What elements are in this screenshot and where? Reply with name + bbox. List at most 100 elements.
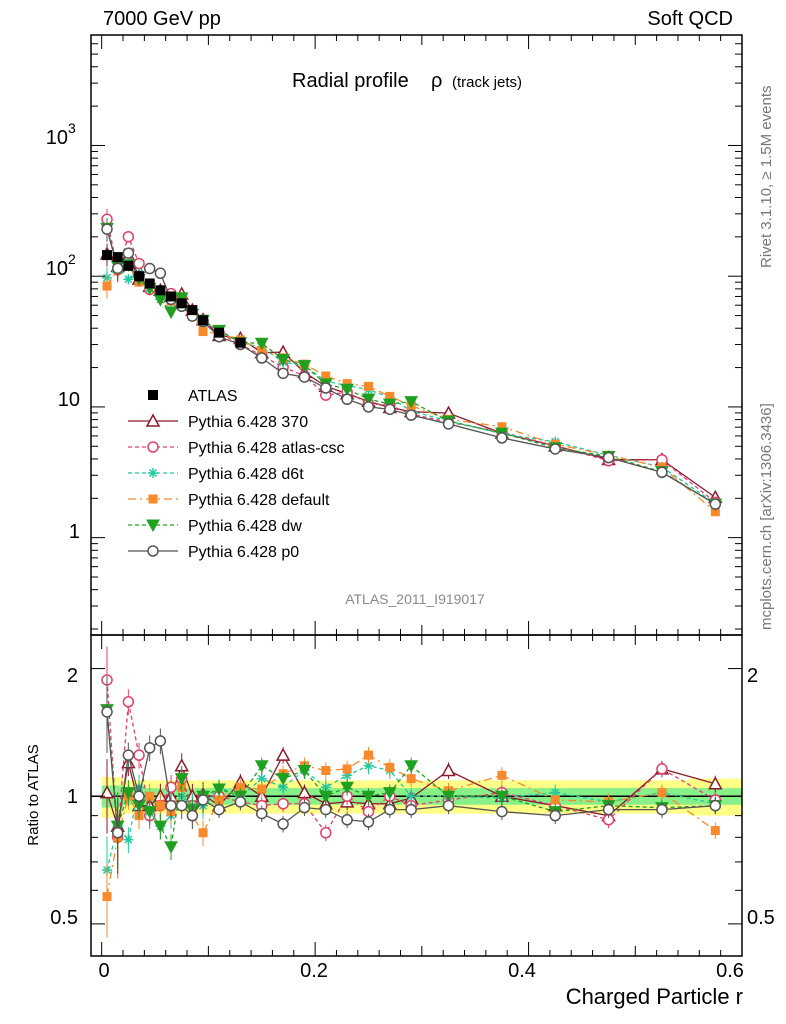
- legend-entry-dw: Pythia 6.428 dw: [128, 518, 302, 535]
- plot-title-main: Radial profile: [292, 70, 409, 92]
- ratio-ytick-label-left-1: 1: [67, 786, 78, 808]
- ratio-point-4-4: [142, 806, 157, 819]
- legend-label-dw: Pythia 6.428 dw: [188, 518, 302, 535]
- ratio-point-5-15: [320, 803, 332, 816]
- main-point-3-15: [321, 371, 331, 381]
- legend-marker-dw: [128, 519, 178, 533]
- xtick-label-0.6: 0.6: [716, 960, 744, 982]
- legend-marker-atlas-csc: [128, 441, 178, 453]
- series-layer: [99, 208, 723, 938]
- ratio-point-5-3: [133, 790, 145, 802]
- legend-entry-atlas-csc: Pythia 6.428 atlas-csc: [128, 440, 345, 457]
- main-point-5-23: [602, 451, 615, 464]
- legend-label-default: Pythia 6.428 default: [188, 492, 330, 509]
- main-ytick-exp-100: 2: [68, 251, 76, 267]
- legend-symbol-3: [148, 494, 158, 504]
- main-point-3-9: [198, 327, 208, 337]
- main-point-3-17: [363, 381, 373, 391]
- main-point-4-12: [254, 337, 269, 351]
- series-line-ratio-2: [106, 765, 716, 871]
- series-line-main-3: [106, 265, 716, 513]
- ratio-point-1-3: [133, 749, 145, 761]
- ratio-point-5-24: [656, 803, 668, 816]
- atlas-point-2: [123, 260, 134, 271]
- main-point-5-0: [101, 223, 113, 235]
- main-point-5-24: [656, 466, 668, 479]
- main-point-4-16: [340, 383, 354, 397]
- series-5: [101, 218, 722, 874]
- legend-marker-370: [128, 413, 178, 427]
- main-point-1-2: [122, 230, 135, 243]
- main-ytick-label-1: 1: [69, 521, 80, 543]
- main-point-5-12: [256, 352, 268, 364]
- main-point-3-25: [710, 507, 720, 517]
- legend-label-atlas: ATLAS: [188, 388, 238, 405]
- ratio-ytick-label-left-2: 2: [67, 665, 78, 687]
- ratio-point-5-18: [384, 803, 396, 816]
- ratio-point-1-2: [122, 696, 135, 708]
- series-line-main-5: [106, 228, 716, 505]
- legend-label-atlas-csc: Pythia 6.428 atlas-csc: [188, 440, 345, 457]
- legend-marker-atlas: [148, 390, 158, 400]
- atlas-point-6: [166, 291, 177, 302]
- ratio-point-4-19: [404, 760, 419, 773]
- series-line-main-1: [106, 219, 716, 503]
- header-energy-label: 7000 GeV pp: [103, 8, 221, 30]
- series-line-ratio-1: [106, 679, 716, 838]
- main-point-5-19: [405, 409, 417, 421]
- ratio-ytick-label-left-0.5: 0.5: [50, 907, 78, 929]
- ratio-point-5-1: [111, 827, 124, 839]
- legend-entry-default: Pythia 6.428 default: [128, 492, 330, 509]
- ratio-point-1-15: [320, 827, 332, 839]
- main-point-5-22: [549, 443, 561, 455]
- legend-symbol-2: [148, 468, 158, 478]
- ratio-point-3-22: [550, 795, 560, 805]
- legend-marker-default: [128, 494, 178, 504]
- xtick-label-0: 0: [98, 960, 109, 982]
- ratio-point-4-5: [153, 820, 168, 834]
- legend-symbol-4: [146, 519, 160, 533]
- ratio-point-5-19: [405, 803, 417, 816]
- legend-symbol-atlas: [148, 390, 158, 400]
- plot-title-sub: (track jets): [452, 74, 522, 91]
- ratio-point-5-0: [101, 706, 113, 718]
- main-point-4-17: [361, 393, 376, 407]
- atlas-point-10: [214, 327, 225, 338]
- ratio-y-axis-label: Ratio to ATLAS: [25, 744, 42, 845]
- main-ytick-label-10: 10: [58, 389, 80, 411]
- ratio-point-5-12: [256, 807, 268, 820]
- xtick-label-0.2: 0.2: [300, 960, 328, 982]
- ratio-point-1-24: [656, 763, 668, 775]
- xtick-label-0.4: 0.4: [508, 960, 536, 982]
- legend-symbol-0: [145, 413, 161, 427]
- ratio-point-4-18: [382, 787, 397, 800]
- ratio-point-5-11: [234, 796, 247, 808]
- ratio-point-5-14: [298, 801, 311, 814]
- ratio-point-4-20: [441, 790, 456, 804]
- atlas-point-7: [176, 298, 187, 309]
- ratio-point-3-0: [102, 892, 112, 902]
- main-point-4-6: [164, 306, 178, 320]
- main-point-5-14: [298, 371, 311, 383]
- ratio-point-3-12: [257, 784, 267, 794]
- atlas-point-3: [134, 271, 145, 282]
- series-line-main-4: [106, 228, 716, 505]
- legend-label-370: Pythia 6.428 370: [188, 414, 308, 431]
- legend: ATLAS Pythia 6.428 370 Pythia 6.428 atla…: [128, 388, 345, 561]
- ratio-point-0-25: [708, 776, 723, 790]
- ratio-point-3-4: [145, 791, 155, 801]
- ratio-point-4-7: [174, 773, 189, 786]
- ratio-point-4-14: [297, 764, 312, 778]
- main-point-5-17: [362, 401, 375, 413]
- header-category-label: Soft QCD: [647, 8, 733, 30]
- legend-marker-p0: [128, 545, 178, 557]
- ratio-point-3-25: [710, 826, 720, 836]
- ratio-point-3-17: [363, 750, 373, 760]
- ratio-point-5-21: [496, 805, 508, 818]
- plot-title-rho: ρ: [431, 70, 442, 92]
- main-point-5-16: [341, 393, 353, 406]
- main-point-4-14: [297, 360, 312, 373]
- ratio-point-5-17: [362, 816, 375, 828]
- ratio-point-2-2: [123, 834, 134, 845]
- ratio-point-0-20: [441, 762, 456, 777]
